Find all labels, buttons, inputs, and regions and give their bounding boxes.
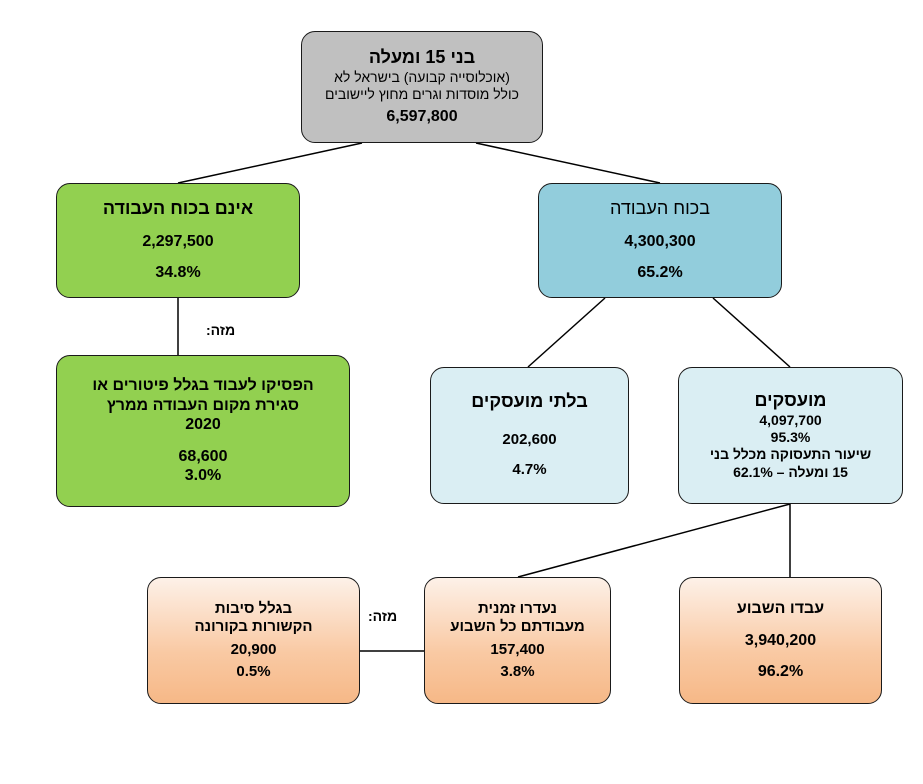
temporarily-absent-line2: מעבודתם כל השבוע (450, 618, 585, 636)
labor-force-value: 4,300,300 (624, 232, 696, 250)
root-population-box: בני 15 ומעלה (אוכלוסייה קבועה) בישראל לא… (301, 31, 543, 143)
stopped-working-box: הפסיקו לעבוד בגלל פיטורים או סגירת מקום … (56, 355, 350, 507)
connector-root-to-not-labor (177, 142, 363, 184)
worked-this-week-value: 3,940,200 (744, 631, 817, 649)
unemployed-value: 202,600 (502, 431, 557, 449)
corona-reasons-value: 20,900 (230, 640, 277, 658)
root-title: בני 15 ומעלה (368, 47, 476, 68)
not-in-labor-force-title: אינם בכוח העבודה (102, 198, 254, 218)
connector-root-to-labor (475, 142, 661, 184)
stopped-working-line1: הפסיקו לעבוד בגלל פיטורים או (92, 377, 314, 395)
worked-this-week-percent: 96.2% (757, 663, 804, 681)
connector-employed-to-absent (517, 503, 791, 578)
temporarily-absent-box: נעדרו זמנית מעבודתם כל השבוע 157,400 3.8… (424, 577, 611, 704)
employed-title: מועסקים (754, 390, 827, 411)
of-which-label-bottom: מזה: (368, 608, 398, 624)
corona-reasons-line2: הקשורות בקורונה (194, 618, 313, 636)
labor-force-box: בכוח העבודה 4,300,300 65.2% (538, 183, 782, 298)
corona-reasons-percent: 0.5% (236, 662, 271, 680)
employment-rate-line2: 15 ומעלה – 62.1% (733, 463, 848, 480)
temporarily-absent-line1: נעדרו זמנית (477, 599, 558, 617)
root-subtitle-line2: כולל מוסדות וגרים מחוץ ליישובים (325, 86, 519, 103)
connector-labor-to-unemployed (527, 297, 606, 368)
not-in-labor-force-percent: 34.8% (155, 264, 201, 282)
worked-this-week-box: עבדו השבוע 3,940,200 96.2% (679, 577, 882, 704)
stopped-working-value: 68,600 (178, 447, 228, 465)
temporarily-absent-value: 157,400 (490, 640, 545, 658)
unemployed-box: בלתי מועסקים 202,600 4.7% (430, 367, 629, 504)
employed-value: 4,097,700 (759, 412, 822, 429)
root-value: 6,597,800 (386, 108, 458, 126)
connector-labor-to-employed (712, 297, 791, 368)
labor-force-title: בכוח העבודה (610, 198, 710, 218)
of-which-label-left: מזה: (206, 322, 236, 338)
not-in-labor-force-box: אינם בכוח העבודה 2,297,500 34.8% (56, 183, 300, 298)
corona-reasons-line1: בגלל סיבות (214, 599, 293, 617)
stopped-working-percent: 3.0% (184, 467, 222, 485)
stopped-working-line2: סגירת מקום העבודה ממרץ (106, 396, 300, 414)
stopped-working-line3: 2020 (185, 416, 221, 434)
not-in-labor-force-value: 2,297,500 (142, 232, 214, 250)
temporarily-absent-percent: 3.8% (500, 662, 535, 680)
worked-this-week-title: עבדו השבוע (736, 600, 825, 618)
labor-force-percent: 65.2% (637, 264, 683, 282)
employed-box: מועסקים 4,097,700 95.3% שיעור התעסוקה מכ… (678, 367, 903, 504)
corona-reasons-box: בגלל סיבות הקשורות בקורונה 20,900 0.5% (147, 577, 360, 704)
employment-rate-line1: שיעור התעסוקה מכלל בני (709, 446, 872, 463)
employed-percent: 95.3% (770, 429, 811, 446)
root-subtitle-line1: (אוכלוסייה קבועה) בישראל לא (334, 69, 510, 86)
unemployed-title: בלתי מועסקים (471, 391, 588, 412)
unemployed-percent: 4.7% (512, 461, 547, 479)
